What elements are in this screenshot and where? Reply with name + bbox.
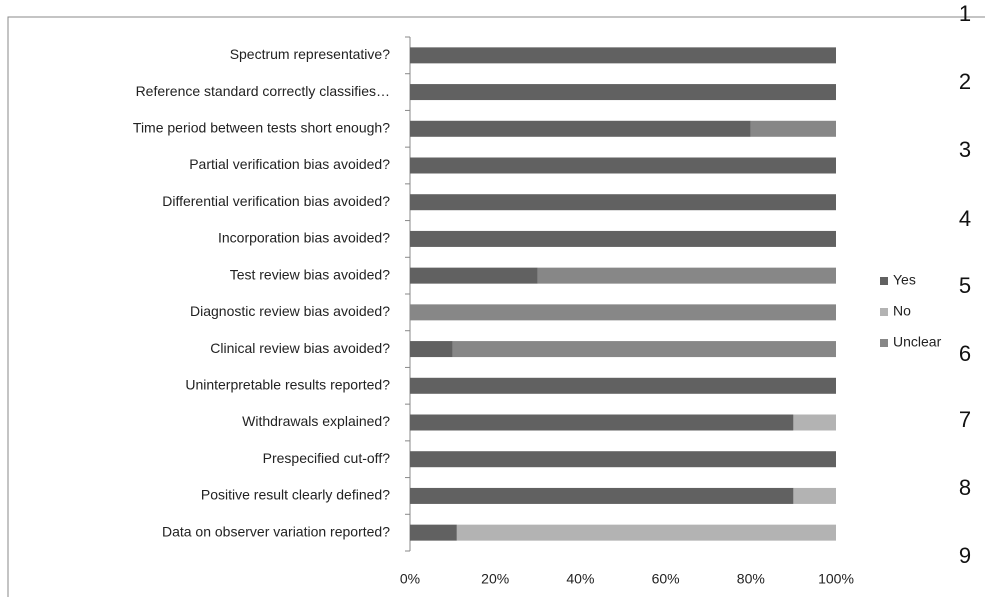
bar-segment: [410, 414, 794, 431]
legend-swatch: [880, 277, 888, 285]
category-label: Positive result clearly defined?: [201, 487, 390, 503]
category-label: Diagnostic review bias avoided?: [190, 303, 390, 319]
category-label: Data on observer variation reported?: [162, 523, 390, 539]
margin-number: 1: [959, 1, 971, 26]
category-label: Spectrum representative?: [230, 46, 391, 62]
bar-segment: [750, 120, 836, 137]
bar-segment: [456, 524, 836, 541]
bar-segment: [793, 414, 836, 431]
bar-segment: [410, 451, 836, 468]
bar-segment: [410, 120, 751, 137]
category-label: Incorporation bias avoided?: [218, 230, 390, 246]
bar-segment: [793, 487, 836, 504]
bar-segment: [410, 47, 836, 64]
bar-segment: [410, 267, 538, 284]
legend-label: No: [893, 303, 911, 319]
bar-segment: [410, 341, 453, 358]
margin-number: 7: [959, 407, 971, 432]
bar-segment: [452, 341, 836, 358]
category-label: Partial verification bias avoided?: [189, 156, 390, 172]
margin-number: 8: [959, 475, 971, 500]
margin-number: 3: [959, 137, 971, 162]
category-label: Reference standard correctly classifies…: [136, 83, 390, 99]
margin-number: 9: [959, 543, 971, 568]
category-label: Prespecified cut-off?: [263, 450, 391, 466]
bar-segment: [537, 267, 836, 284]
x-tick-label: 80%: [737, 571, 765, 587]
bar-segment: [410, 524, 457, 541]
margin-number: 6: [959, 341, 971, 366]
bar-segment: [410, 157, 836, 174]
x-tick-label: 100%: [818, 571, 854, 587]
legend-label: Unclear: [893, 334, 942, 350]
category-label: Test review bias avoided?: [230, 266, 391, 282]
legend-swatch: [880, 339, 888, 347]
category-label: Clinical review bias avoided?: [210, 340, 390, 356]
legend-swatch: [880, 308, 888, 316]
x-tick-label: 60%: [652, 571, 680, 587]
bar-segment: [410, 230, 836, 247]
category-label: Differential verification bias avoided?: [162, 193, 390, 209]
legend-label: Yes: [893, 272, 916, 288]
bar-segment: [410, 304, 836, 321]
margin-number: 5: [959, 273, 971, 298]
x-tick-label: 0%: [400, 571, 420, 587]
margin-number: 4: [959, 206, 971, 231]
bar-segment: [410, 377, 836, 394]
x-tick-label: 40%: [566, 571, 594, 587]
category-label: Time period between tests short enough?: [133, 119, 390, 135]
category-label: Uninterpretable results reported?: [185, 376, 390, 392]
margin-number: 2: [959, 69, 971, 94]
bar-segment: [410, 487, 794, 504]
x-tick-label: 20%: [481, 571, 509, 587]
bar-segment: [410, 84, 836, 101]
bar-segment: [410, 194, 836, 211]
chart-border: [7, 16, 985, 597]
category-label: Withdrawals explained?: [242, 413, 390, 429]
